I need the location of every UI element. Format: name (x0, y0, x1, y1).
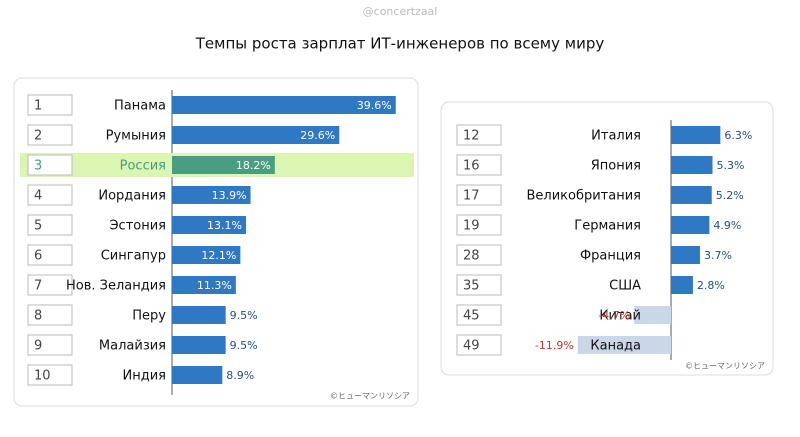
rank: 7 (34, 279, 42, 294)
bar (172, 186, 251, 204)
value-label: 13.1% (207, 219, 242, 232)
value-label: 4.9% (713, 219, 741, 232)
value-label: 5.2% (716, 189, 744, 202)
category-label: Великобритания (526, 189, 641, 204)
bar (172, 276, 236, 294)
rank: 28 (463, 249, 480, 264)
value-label: 13.9% (212, 189, 247, 202)
value-label: 3.7% (704, 249, 732, 262)
category-label: Япония (591, 159, 641, 174)
rank-box (27, 124, 73, 146)
bar (671, 156, 713, 174)
bar (172, 96, 396, 114)
category-label: Нов. Зеландия (66, 279, 166, 294)
value-label: -11.9% (535, 339, 574, 352)
rank: 9 (34, 339, 42, 354)
bar (671, 276, 693, 294)
bar (172, 246, 241, 264)
rank-box (456, 274, 502, 296)
rank-box (27, 244, 73, 266)
source: ©ヒューマンリソシア (685, 362, 765, 371)
bar (172, 216, 247, 234)
rank: 19 (463, 219, 480, 234)
value-label: 18.2% (236, 159, 271, 172)
bar (172, 336, 226, 354)
value-label: 9.5% (230, 339, 258, 352)
value-label: 9.5% (230, 309, 258, 322)
rank: 5 (34, 219, 42, 234)
title: Темпы роста зарплат ИТ-инженеров по всем… (195, 35, 605, 53)
rank: 3 (34, 159, 42, 174)
category-label: Сингапур (101, 249, 166, 264)
category-label: Панама (114, 99, 166, 114)
bar (172, 156, 275, 174)
rank-box (456, 334, 502, 356)
source: ©ヒューマンリソシア (330, 392, 410, 401)
bar (634, 306, 671, 324)
rank: 35 (463, 279, 480, 294)
category-label: Германия (574, 219, 641, 234)
value-label: 5.3% (717, 159, 745, 172)
rank: 49 (463, 339, 480, 354)
category-label: Россия (120, 159, 166, 174)
category-label: Эстония (109, 219, 166, 234)
rank: 10 (34, 369, 51, 384)
category-label: Канада (590, 339, 641, 354)
value-label: 29.6% (300, 129, 335, 142)
rank-box (456, 304, 502, 326)
bar (671, 126, 721, 144)
category-label: Румыния (106, 129, 166, 144)
rank-box (27, 334, 73, 356)
rank: 45 (463, 309, 480, 324)
value-label: 6.3% (724, 129, 752, 142)
rank: 17 (463, 189, 480, 204)
rank-box (456, 214, 502, 236)
bar (577, 336, 671, 354)
value-label: -4.7% (598, 309, 630, 322)
value-label: 12.1% (201, 249, 236, 262)
category-label: Италия (591, 129, 641, 144)
rank-box (27, 304, 73, 326)
category-label: Франция (580, 249, 641, 264)
rank: 1 (34, 99, 42, 114)
rank-box (27, 364, 73, 386)
bar (671, 186, 712, 204)
rank: 4 (34, 189, 42, 204)
bar (671, 246, 700, 264)
value-label: 2.8% (697, 279, 725, 292)
rank-box (27, 94, 73, 116)
value-label: 11.3% (197, 279, 232, 292)
rank-box (27, 274, 73, 296)
bar (172, 126, 340, 144)
rank: 16 (463, 159, 480, 174)
rank-box (456, 244, 502, 266)
value-label: 8.9% (226, 369, 254, 382)
rank: 12 (463, 129, 480, 144)
category-label: Индия (123, 369, 166, 384)
rank-box (456, 124, 502, 146)
value-label: 39.6% (357, 99, 392, 112)
category-label: Перу (132, 309, 166, 324)
rank: 2 (34, 129, 42, 144)
rank-box (27, 214, 73, 236)
bar (172, 366, 223, 384)
rank: 6 (34, 249, 42, 264)
category-label: Иордания (98, 189, 166, 204)
category-label: США (609, 279, 641, 294)
rank-box (456, 154, 502, 176)
category-label: Китай (599, 309, 641, 324)
rank-box (456, 184, 502, 206)
bar (671, 216, 710, 234)
rank-box (27, 184, 73, 206)
category-label: Малайзия (99, 339, 166, 354)
rank: 8 (34, 309, 42, 324)
watermark: @concertzaal (363, 5, 438, 18)
bar (172, 306, 226, 324)
rank-box (27, 154, 73, 176)
